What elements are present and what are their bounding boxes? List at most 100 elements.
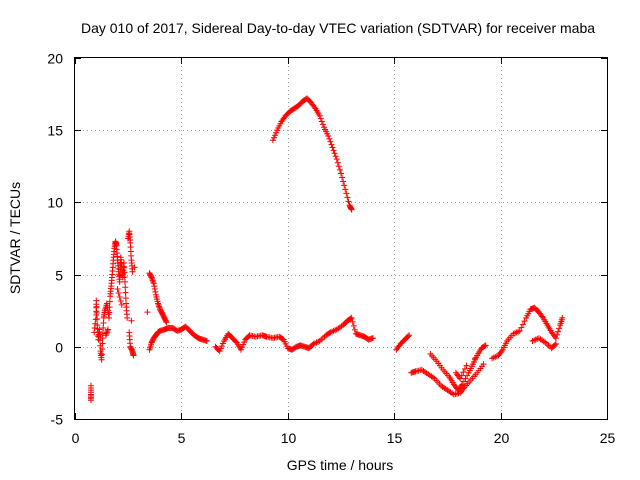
data-point: [330, 147, 337, 154]
data-point: [237, 346, 244, 353]
data-point: [151, 286, 158, 293]
data-point: [99, 345, 106, 352]
data-point: [93, 303, 100, 310]
data-point: [345, 198, 352, 205]
data-point: [348, 205, 355, 212]
data-point: [349, 318, 356, 325]
data-point: [338, 170, 344, 177]
data-point: [460, 369, 467, 376]
data-point: [498, 348, 505, 355]
data-point: [482, 342, 489, 349]
data-point: [130, 352, 137, 359]
x-tick-label: 5: [178, 430, 186, 446]
data-point: [406, 332, 413, 339]
y-tick-label: 10: [47, 195, 63, 211]
data-point: [96, 326, 103, 333]
data-point: [156, 303, 163, 310]
data-point: [328, 141, 335, 148]
data-point: [318, 118, 325, 125]
data-point: [553, 331, 560, 338]
data-point: [106, 298, 113, 305]
data-point: [458, 372, 465, 379]
data-point: [154, 300, 161, 307]
data-point: [273, 129, 280, 136]
data-point: [149, 277, 156, 284]
data-point: [103, 329, 110, 336]
data-point: [124, 314, 131, 321]
data-point: [100, 319, 107, 326]
data-point: [117, 297, 124, 304]
data-point: [217, 345, 224, 352]
data-point: [148, 273, 155, 280]
data-point: [340, 178, 347, 185]
data-point: [98, 356, 105, 363]
data-point: [150, 278, 157, 285]
data-point: [472, 355, 479, 362]
data-point: [241, 339, 248, 346]
data-point: [329, 144, 336, 151]
data-point: [516, 327, 523, 334]
data-point: [342, 186, 349, 193]
data-point: [151, 283, 158, 290]
data-point: [96, 331, 103, 338]
data-point: [341, 182, 348, 189]
grid: [75, 58, 607, 419]
data-point: [116, 278, 123, 285]
data-point: [556, 325, 563, 332]
data-point: [317, 115, 324, 122]
x-tick-label: 25: [600, 430, 616, 446]
data-point: [122, 289, 129, 296]
data-point: [148, 274, 155, 281]
data-point: [325, 132, 332, 139]
data-point: [335, 163, 342, 170]
data-point: [240, 341, 247, 348]
data-point: [106, 309, 113, 316]
series-morning-burst: [91, 228, 138, 363]
data-point: [552, 340, 559, 347]
plot-frame: [74, 57, 608, 420]
data-point: [99, 335, 106, 342]
data-point: [216, 348, 223, 355]
data-point: [339, 174, 346, 181]
series-early-outliers: [87, 382, 94, 404]
data-point: [93, 309, 100, 316]
data-point: [116, 293, 123, 300]
data-point: [163, 319, 170, 326]
data-point: [319, 335, 326, 342]
data-point: [539, 313, 546, 320]
data-point: [87, 397, 94, 404]
data-point: [114, 286, 121, 293]
data-point: [331, 150, 338, 157]
data-point: [343, 190, 350, 197]
data-point: [129, 268, 136, 275]
data-point: [457, 375, 464, 382]
y-tick-label: 5: [55, 268, 63, 284]
data-point: [149, 275, 156, 282]
data-point: [150, 280, 157, 287]
data-point: [405, 333, 412, 340]
data-point: [369, 335, 376, 342]
data-point: [458, 382, 465, 389]
data-point: [350, 322, 357, 329]
x-tick-label: 20: [494, 430, 510, 446]
data-point: [106, 314, 113, 321]
data-point: [319, 121, 326, 128]
data-point: [144, 309, 151, 316]
data-point: [334, 159, 341, 166]
data-point: [344, 194, 351, 201]
data-point: [104, 326, 111, 333]
data-point: [94, 316, 101, 323]
data-point: [93, 297, 100, 304]
data-point: [152, 288, 159, 295]
data-point: [551, 341, 558, 348]
data-point: [559, 314, 566, 321]
data-point: [348, 206, 355, 213]
data-point: [122, 284, 129, 291]
data-point: [203, 338, 210, 345]
data-point: [316, 112, 323, 119]
x-tick-label: 0: [72, 430, 80, 446]
chart-title: Day 010 of 2017, Sidereal Day-to-day VTE…: [81, 20, 595, 36]
data-point: [269, 137, 276, 144]
data-point: [351, 326, 358, 333]
data-point: [481, 343, 488, 350]
